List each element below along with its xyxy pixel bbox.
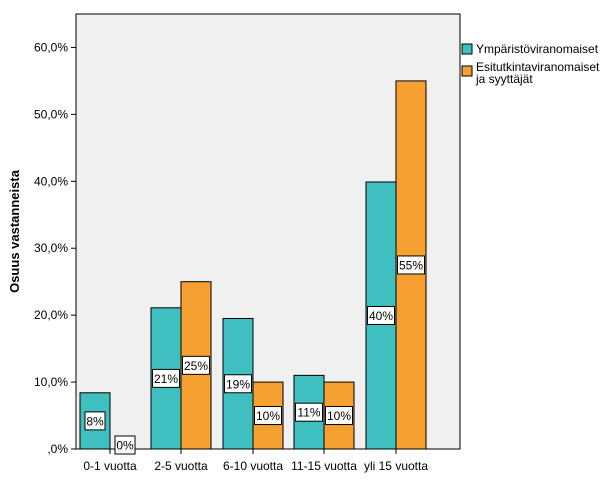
legend: Ympäristöviranomaiset Esitutkintaviranoma… (461, 42, 600, 86)
data-label-box (254, 406, 282, 426)
data-label: 11% (295, 402, 323, 422)
data-label: 40% (367, 305, 395, 325)
data-label-text: 8% (86, 414, 104, 428)
data-label-box (367, 305, 395, 325)
data-label: 10% (254, 406, 282, 426)
data-label: 8% (84, 411, 106, 431)
y-axis: ,0% 10,0% 20,0% 30,0% 40,0% 50,0% 60,0% (34, 40, 76, 456)
data-label-box (397, 255, 425, 275)
y-tick-label: ,0% (47, 442, 68, 456)
y-tick-label: 30,0% (34, 241, 68, 255)
y-tick-label: 50,0% (34, 107, 68, 121)
data-label-text: 0% (116, 439, 134, 453)
data-label-text: 10% (327, 409, 351, 423)
y-tick-label: 10,0% (34, 375, 68, 389)
data-label-box (84, 411, 106, 431)
data-label-box (114, 435, 136, 455)
data-label-text: 10% (256, 409, 280, 423)
y-tick-label: 40,0% (34, 174, 68, 188)
x-tick-label: 11-15 vuotta (291, 459, 357, 473)
data-label-box (224, 374, 252, 394)
x-tick-label: 0-1 vuotta (83, 459, 137, 473)
data-label-text: 25% (184, 359, 208, 373)
data-label-box (325, 406, 353, 426)
data-label-text: 21% (154, 372, 178, 386)
legend-swatch (461, 65, 473, 77)
x-axis: 0-1 vuotta 2-5 vuotta 6-10 vuotta 11-15 vuo… (83, 449, 428, 473)
legend-swatch (461, 43, 473, 55)
x-tick-label: yli 15 vuotta (364, 459, 428, 473)
legend-label-line: ja syyttäjät (475, 72, 533, 86)
data-label: 10% (325, 406, 353, 426)
data-label-box (182, 355, 210, 375)
data-label: 19% (224, 374, 252, 394)
y-axis-title: Osuus vastanneista (7, 169, 22, 293)
data-label-box (152, 368, 180, 388)
data-label-text: 11% (297, 406, 320, 420)
data-labels-layer: 8% 0% 21% 25% 19% 10% 11% 10% 40% 55% (84, 255, 425, 455)
data-label-text: 40% (369, 309, 393, 323)
data-label: 25% (182, 355, 210, 375)
y-tick-label: 20,0% (34, 308, 68, 322)
data-label: 55% (397, 255, 425, 275)
data-label-text: 19% (226, 377, 250, 391)
data-label-box (295, 402, 323, 422)
data-label-text: 55% (399, 258, 423, 272)
legend-label-line: Esitutkintaviranomaiset (476, 60, 600, 74)
y-tick-label: 60,0% (34, 40, 68, 54)
data-label: 0% (114, 435, 136, 455)
data-label: 21% (152, 368, 180, 388)
x-tick-label: 2-5 vuotta (154, 459, 208, 473)
legend-label: Ympäristöviranomaiset (476, 42, 599, 56)
x-tick-label: 6-10 vuotta (223, 459, 283, 473)
